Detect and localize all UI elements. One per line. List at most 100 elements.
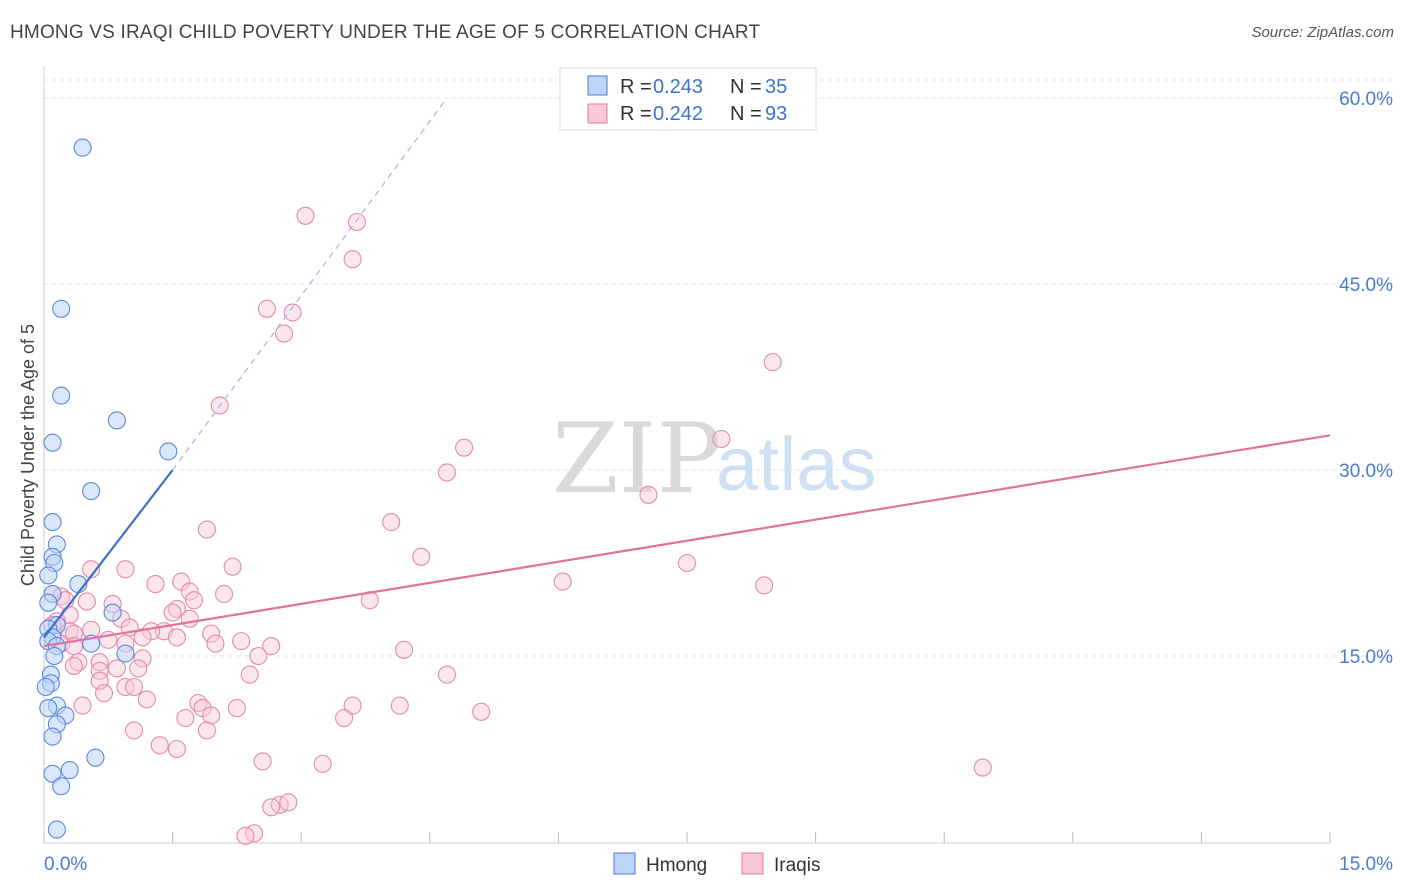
point-iraqis-29 [184, 591, 204, 610]
point-iraqis-57 [133, 649, 152, 668]
point-iraqis-80 [335, 708, 354, 728]
grid-lines [44, 79, 1392, 657]
point-hmong-11 [39, 566, 58, 585]
legend-n-value-hmong: 35 [765, 76, 787, 98]
point-iraqis-81 [124, 721, 144, 740]
point-iraqis-92 [236, 826, 255, 845]
point-iraqis-75 [343, 696, 362, 715]
legend-r-label-hmong: R = [620, 76, 652, 98]
point-iraqis-49 [167, 628, 186, 647]
point-iraqis-33 [163, 603, 182, 622]
tick-labels: 15.0% 30.0% 45.0% 60.0% 0.0% 15.0% [44, 89, 1393, 875]
point-iraqis-64 [240, 665, 259, 684]
data-points [36, 138, 992, 845]
x-tick-label-0: 0.0% [44, 854, 87, 875]
source-label: Source: ZipAtlas.com [1251, 24, 1394, 41]
point-iraqis-21 [755, 576, 774, 595]
bottom-legend-iraqis: Iraqis [774, 855, 820, 876]
point-iraqis-45 [202, 624, 221, 643]
point-iraqis-87 [973, 758, 992, 777]
point-iraqis-86 [313, 754, 332, 773]
y-tick-label-0: 15.0% [1339, 647, 1393, 668]
point-hmong-0 [73, 138, 92, 157]
trend-line-hmong-extension [172, 97, 448, 471]
chart-title: HMONG VS IRAQI CHILD POVERTY UNDER THE A… [10, 22, 761, 43]
point-iraqis-11 [639, 485, 658, 504]
point-iraqis-65 [437, 665, 456, 684]
point-iraqis-68 [124, 677, 144, 697]
point-iraqis-77 [472, 702, 491, 721]
y-axis-label: Child Poverty Under the Age of 5 [18, 324, 38, 586]
point-iraqis-69 [94, 684, 114, 703]
point-hmong-33 [60, 761, 79, 780]
legend: R = 0.243 N = 35 R = 0.242 N = 93 [559, 67, 817, 131]
point-iraqis-78 [202, 706, 221, 725]
point-iraqis-18 [116, 560, 135, 579]
point-hmong-7 [43, 513, 62, 532]
trend-line-iraqis [43, 434, 1331, 648]
point-iraqis-70 [137, 690, 156, 709]
y-tick-label-3: 60.0% [1339, 89, 1393, 110]
point-iraqis-10 [437, 463, 456, 482]
legend-r-value-hmong: 0.243 [653, 76, 703, 98]
point-iraqis-72 [73, 696, 92, 715]
point-iraqis-62 [90, 661, 109, 680]
watermark-atlas: atlas [716, 422, 877, 507]
point-iraqis-83 [150, 736, 169, 755]
point-iraqis-55 [395, 640, 414, 659]
y-tick-label-1: 30.0% [1339, 461, 1393, 482]
point-hmong-23 [45, 646, 64, 666]
point-hmong-35 [52, 777, 71, 796]
point-hmong-2 [52, 386, 71, 405]
legend-r-value-iraqis: 0.242 [653, 103, 703, 125]
point-hmong-36 [47, 820, 66, 839]
point-iraqis-20 [553, 572, 572, 591]
point-iraqis-1 [347, 212, 366, 232]
point-hmong-6 [82, 482, 101, 501]
bottom-legend: Hmong Iraqis [613, 852, 820, 876]
legend-swatch-iraqis [587, 103, 608, 124]
point-iraqis-13 [197, 520, 216, 539]
point-iraqis-56 [249, 646, 268, 666]
point-iraqis-90 [262, 798, 281, 817]
point-iraqis-76 [390, 696, 409, 715]
point-iraqis-3 [257, 299, 276, 318]
point-iraqis-30 [77, 592, 96, 611]
bottom-legend-swatch-hmong [613, 852, 636, 875]
point-iraqis-0 [296, 206, 315, 225]
legend-r-label-iraqis: R = [620, 103, 652, 125]
point-hmong-3 [107, 411, 126, 430]
point-iraqis-17 [223, 557, 242, 576]
point-hmong-22 [116, 644, 135, 663]
point-hmong-4 [43, 433, 62, 452]
point-iraqis-4 [283, 303, 302, 322]
bottom-legend-swatch-iraqis [741, 852, 764, 875]
point-iraqis-14 [412, 547, 431, 566]
point-iraqis-6 [763, 353, 782, 372]
point-iraqis-52 [206, 634, 225, 653]
point-iraqis-9 [455, 438, 474, 457]
point-iraqis-5 [275, 324, 294, 343]
point-hmong-31 [43, 727, 62, 746]
point-iraqis-63 [129, 659, 148, 678]
point-iraqis-79 [176, 708, 195, 728]
point-iraqis-89 [279, 793, 298, 812]
point-iraqis-54 [262, 637, 281, 656]
point-iraqis-2 [343, 250, 362, 269]
point-hmong-26 [36, 677, 55, 697]
x-tick-label-1: 15.0% [1339, 854, 1393, 875]
point-hmong-32 [86, 748, 105, 767]
point-hmong-5 [159, 442, 178, 461]
y-tick-label-2: 45.0% [1339, 275, 1393, 296]
point-iraqis-74 [227, 699, 246, 718]
point-iraqis-22 [146, 575, 165, 594]
trend-lines [43, 97, 1331, 648]
legend-n-value-iraqis: 93 [765, 103, 787, 125]
watermark-zip: ZIP [552, 403, 721, 515]
point-iraqis-23 [214, 584, 234, 604]
point-iraqis-60 [64, 656, 84, 675]
point-iraqis-84 [167, 739, 186, 759]
point-iraqis-12 [382, 513, 401, 532]
point-iraqis-8 [712, 429, 731, 449]
